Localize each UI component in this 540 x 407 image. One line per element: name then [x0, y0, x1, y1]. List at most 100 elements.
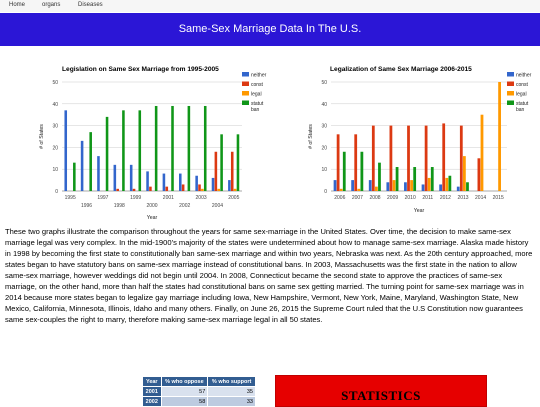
- bar-statut-ban-2002: [187, 105, 191, 191]
- bar-statut-ban-1999: [138, 110, 142, 191]
- bar-neither-1995: [64, 110, 68, 191]
- legend-swatch: [242, 72, 249, 77]
- bar-neither-1996: [80, 140, 84, 191]
- bar-const-1998: [116, 188, 119, 191]
- bar-legal-2011: [427, 177, 431, 191]
- y-tick-label: 50: [321, 80, 327, 86]
- bar-neither-2009: [386, 182, 390, 191]
- bar-const-1999: [132, 188, 136, 191]
- statistics-label: STATISTICS: [341, 388, 421, 403]
- nav-link-organs[interactable]: organs: [42, 2, 61, 8]
- bar-const-2008: [371, 125, 375, 191]
- y-tick-label: 30: [52, 124, 58, 130]
- x-tick-label: 2012: [440, 195, 451, 201]
- chart-title: Legislation on Same Sex Marriage from 19…: [62, 66, 219, 73]
- legend-swatch: [507, 91, 514, 96]
- bar-statut-ban-1998: [122, 110, 125, 191]
- bar-neither-1997: [97, 156, 100, 191]
- legend-label: ban: [251, 107, 260, 113]
- chart-canvas: Legalization of Same Sex Marriage 2006-2…: [308, 66, 532, 214]
- x-tick-label: 2015: [493, 195, 504, 201]
- bar-neither-2012: [439, 184, 443, 191]
- x-axis-label: Year: [147, 215, 158, 221]
- bar-const-2013: [459, 125, 463, 191]
- x-tick-label: 2011: [422, 195, 433, 201]
- chart-title: Legalization of Same Sex Marriage 2006-2…: [330, 66, 472, 73]
- bar-const-2007: [354, 134, 358, 191]
- bar-const-2012: [442, 123, 446, 191]
- opinion-table-header-row: Year % who oppose % who support: [142, 376, 256, 387]
- bar-neither-2005: [228, 180, 231, 191]
- bar-statut-ban-2005: [236, 134, 240, 191]
- bar-statut-ban-2011: [430, 167, 434, 191]
- table-cell-year: 2001: [142, 386, 162, 397]
- x-tick-label: 1996: [81, 203, 92, 209]
- y-tick-label: 10: [52, 167, 58, 173]
- legend-label: neither: [251, 72, 267, 78]
- legend-label: statut: [516, 101, 529, 107]
- bar-neither-2011: [421, 184, 425, 191]
- bar-statut-ban-2012: [448, 175, 452, 191]
- bar-statut-ban-2013: [466, 182, 469, 191]
- nav-link-home[interactable]: Home: [9, 2, 26, 8]
- bar-const-2014: [477, 158, 481, 191]
- bar-neither-2010: [404, 182, 407, 191]
- x-tick-label: 2000: [146, 203, 157, 209]
- bar-legal-2013: [463, 156, 466, 191]
- column-header-oppose: % who oppose: [160, 376, 209, 387]
- bar-statut-ban-2001: [171, 105, 174, 191]
- legend-swatch: [507, 100, 514, 105]
- x-tick-label: 2013: [457, 195, 468, 201]
- column-header-support: % who support: [207, 376, 256, 387]
- x-tick-label: 2009: [387, 195, 398, 201]
- bar-neither-2001: [162, 173, 166, 191]
- y-tick-label: 10: [321, 167, 327, 173]
- table-cell-year: 2002: [142, 396, 162, 407]
- y-tick-label: 0: [324, 189, 327, 195]
- bar-const-2003: [198, 184, 201, 191]
- bar-legal-2010: [410, 180, 413, 191]
- legislation-chart: Legislation on Same Sex Marriage from 19…: [28, 62, 278, 222]
- bar-const-2001: [165, 186, 169, 191]
- y-tick-label: 30: [321, 124, 327, 130]
- bar-neither-2002: [179, 173, 182, 191]
- legend-label: const: [516, 82, 529, 88]
- bar-const-2009: [389, 125, 393, 191]
- description-paragraph: These two graphs illustrate the comparis…: [5, 227, 533, 324]
- bar-statut-ban-1996: [89, 132, 92, 191]
- bar-legal-2008: [375, 186, 378, 191]
- bars: [333, 82, 501, 191]
- legend-label: statut: [251, 101, 264, 107]
- legend-swatch: [242, 81, 249, 86]
- y-tick-label: 40: [52, 102, 58, 108]
- bar-statut-ban-2009: [395, 167, 399, 191]
- x-tick-label: 2002: [179, 203, 190, 209]
- legalization-chart: Legalization of Same Sex Marriage 2006-2…: [290, 62, 540, 222]
- nav-link-diseases[interactable]: Diseases: [78, 2, 103, 8]
- bar-statut-ban-1997: [105, 116, 109, 191]
- chart-canvas: Legislation on Same Sex Marriage from 19…: [39, 66, 267, 221]
- bar-const-2002: [181, 184, 185, 191]
- table-row: 2001 57 35: [142, 386, 256, 397]
- y-tick-label: 50: [52, 80, 58, 86]
- bar-statut-ban-2000: [154, 105, 158, 191]
- bars: [64, 105, 240, 191]
- legend-swatch: [242, 91, 249, 96]
- bar-neither-2008: [368, 180, 372, 191]
- bar-const-2006: [336, 134, 340, 191]
- legend-swatch: [507, 72, 514, 77]
- x-tick-label: 2008: [369, 195, 380, 201]
- opinion-table: Year % who oppose % who support 2001 57 …: [142, 376, 256, 407]
- bar-const-2011: [424, 125, 428, 191]
- y-axis-label: # of States: [39, 124, 45, 149]
- column-header-year: Year: [142, 376, 162, 387]
- legend-label: legal: [516, 91, 527, 97]
- bar-neither-2004: [211, 177, 215, 191]
- bar-statut-ban-2007: [360, 151, 364, 191]
- x-tick-label: 2006: [334, 195, 345, 201]
- x-tick-label: 1997: [97, 195, 108, 201]
- bar-legal-2009: [392, 180, 396, 191]
- legend-label: const: [251, 82, 264, 88]
